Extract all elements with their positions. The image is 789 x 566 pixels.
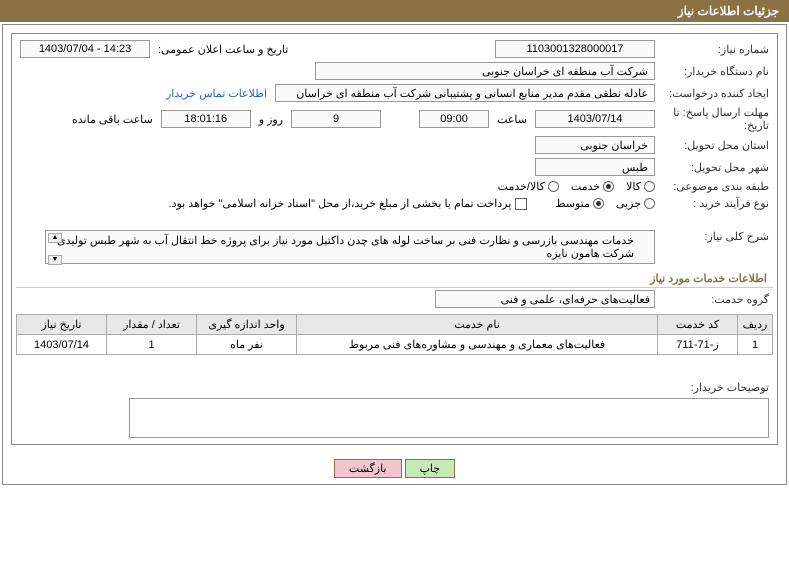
radio-dot-minor <box>644 198 655 209</box>
service-group-value: فعالیت‌های حرفه‌ای، علمی و فنی <box>501 293 650 306</box>
radio-goods-service-label: کالا/خدمت <box>498 180 545 193</box>
row-subject-class: طبقه بندی موضوعی: کالا خدمت کالا/خدمت <box>16 178 773 195</box>
arrow-up-icon[interactable]: ▲ <box>48 233 62 243</box>
arrow-down-icon[interactable]: ▼ <box>48 255 62 265</box>
radio-minor[interactable]: جزیی <box>616 197 655 210</box>
radio-dot-service <box>603 181 614 192</box>
province-field: خراسان جنوبی <box>535 136 655 154</box>
service-group-select[interactable]: فعالیت‌های حرفه‌ای، علمی و فنی <box>435 290 655 308</box>
buyer-field: شرکت آب منطقه ای خراسان جنوبی <box>315 62 655 80</box>
radio-dot-goods <box>644 181 655 192</box>
row-desc: شرح کلی نیاز: خدمات مهندسی بازرسی و نظار… <box>16 228 773 266</box>
services-table: ردیفکد خدمتنام خدمتواحد اندازه گیریتعداد… <box>16 314 773 355</box>
row-remarks: توضیحات خریدار: <box>16 379 773 440</box>
table-row: 1ز-71-711فعالیت‌های معماری و مهندسی و مش… <box>17 335 773 355</box>
radio-minor-label: جزیی <box>616 197 641 210</box>
deadline-label: مهلت ارسال پاسخ: تا تاریخ: <box>659 106 769 132</box>
row-creator: ایجاد کننده درخواست: عادله نطقی مقدم مدی… <box>16 82 773 104</box>
row-purchase-type: نوع فرآیند خرید : جزیی متوسط پرداخت تمام… <box>16 195 773 212</box>
table-header-cell: ردیف <box>738 315 773 335</box>
deadline-date-field: 1403/07/14 <box>535 110 655 128</box>
page-header: جزئیات اطلاعات نیاز <box>0 0 789 22</box>
province-label: استان محل تحویل: <box>659 139 769 152</box>
table-header-row: ردیفکد خدمتنام خدمتواحد اندازه گیریتعداد… <box>17 315 773 335</box>
city-field: طبس <box>535 158 655 176</box>
announce-field: 14:23 - 1403/07/04 <box>20 40 150 58</box>
table-cell: 1 <box>738 335 773 355</box>
row-province: استان محل تحویل: خراسان جنوبی <box>16 134 773 156</box>
hours-suffix-label: ساعت باقی مانده <box>68 113 157 126</box>
content-frame: شماره نیاز: 1103001328000017 تاریخ و ساع… <box>11 33 778 445</box>
radio-medium-label: متوسط <box>555 197 590 210</box>
purchase-radio-group: جزیی متوسط <box>555 197 655 210</box>
days-and-label: روز و <box>255 113 287 126</box>
radio-goods-service[interactable]: کالا/خدمت <box>498 180 559 193</box>
desc-textarea: خدمات مهندسی بازرسی و نظارت فنی بر ساخت … <box>45 230 655 264</box>
row-number: شماره نیاز: 1103001328000017 تاریخ و ساع… <box>16 38 773 60</box>
pay-note: پرداخت تمام یا بخشی از مبلغ خرید،از محل … <box>169 197 512 210</box>
number-field: 1103001328000017 <box>495 40 655 58</box>
row-city: شهر محل تحویل: طبس <box>16 156 773 178</box>
button-row: چاپ بازگشت <box>3 453 786 484</box>
hours-remain-field: 18:01:16 <box>161 110 251 128</box>
desc-label: شرح کلی نیاز: <box>659 230 769 243</box>
row-deadline: مهلت ارسال پاسخ: تا تاریخ: 1403/07/14 سا… <box>16 104 773 134</box>
desc-text: خدمات مهندسی بازرسی و نظارت فنی بر ساخت … <box>50 234 634 260</box>
services-section-title: اطلاعات خدمات مورد نیاز <box>16 270 773 288</box>
table-header-cell: نام خدمت <box>297 315 658 335</box>
scroll-arrows: ▲ ▼ <box>48 233 62 265</box>
days-remain-field: 9 <box>291 110 381 128</box>
subject-radio-group: کالا خدمت کالا/خدمت <box>498 180 655 193</box>
treasury-checkbox[interactable] <box>515 198 527 210</box>
table-header-cell: تعداد / مقدار <box>107 315 197 335</box>
row-buyer: نام دستگاه خریدار: شرکت آب منطقه ای خراس… <box>16 60 773 82</box>
table-header-cell: کد خدمت <box>658 315 738 335</box>
print-button[interactable]: چاپ <box>405 459 456 478</box>
radio-dot-medium <box>593 198 604 209</box>
radio-goods-label: کالا <box>626 180 641 193</box>
page-title: جزئیات اطلاعات نیاز <box>678 4 779 18</box>
table-body: 1ز-71-711فعالیت‌های معماری و مهندسی و مش… <box>17 335 773 355</box>
outer-frame: شماره نیاز: 1103001328000017 تاریخ و ساع… <box>2 24 787 485</box>
radio-service[interactable]: خدمت <box>571 180 614 193</box>
deadline-time-field: 09:00 <box>419 110 489 128</box>
radio-medium[interactable]: متوسط <box>555 197 604 210</box>
remarks-label: توضیحات خریدار: <box>659 381 769 394</box>
announce-label: تاریخ و ساعت اعلان عمومی: <box>154 43 292 56</box>
table-header-cell: واحد اندازه گیری <box>197 315 297 335</box>
row-service-group: گروه خدمت: فعالیت‌های حرفه‌ای، علمی و فن… <box>16 288 773 310</box>
purchase-type-label: نوع فرآیند خرید : <box>659 197 769 210</box>
subject-class-label: طبقه بندی موضوعی: <box>659 180 769 193</box>
table-header-cell: تاریخ نیاز <box>17 315 107 335</box>
creator-field: عادله نطقی مقدم مدیر منابع انسانی و پشتی… <box>275 84 655 102</box>
table-cell: 1 <box>107 335 197 355</box>
table-cell: 1403/07/14 <box>17 335 107 355</box>
creator-label: ایجاد کننده درخواست: <box>659 87 769 100</box>
contact-link[interactable]: اطلاعات تماس خریدار <box>166 87 271 100</box>
radio-dot-goods-service <box>548 181 559 192</box>
back-button[interactable]: بازگشت <box>334 459 402 478</box>
service-group-label: گروه خدمت: <box>659 293 769 306</box>
table-cell: ز-71-711 <box>658 335 738 355</box>
city-label: شهر محل تحویل: <box>659 161 769 174</box>
table-cell: فعالیت‌های معماری و مهندسی و مشاوره‌های … <box>297 335 658 355</box>
radio-goods[interactable]: کالا <box>626 180 655 193</box>
table-cell: نفر ماه <box>197 335 297 355</box>
radio-service-label: خدمت <box>571 180 600 193</box>
time-label: ساعت <box>493 113 531 126</box>
buyer-label: نام دستگاه خریدار: <box>659 65 769 78</box>
number-label: شماره نیاز: <box>659 43 769 56</box>
remarks-box <box>129 398 769 438</box>
